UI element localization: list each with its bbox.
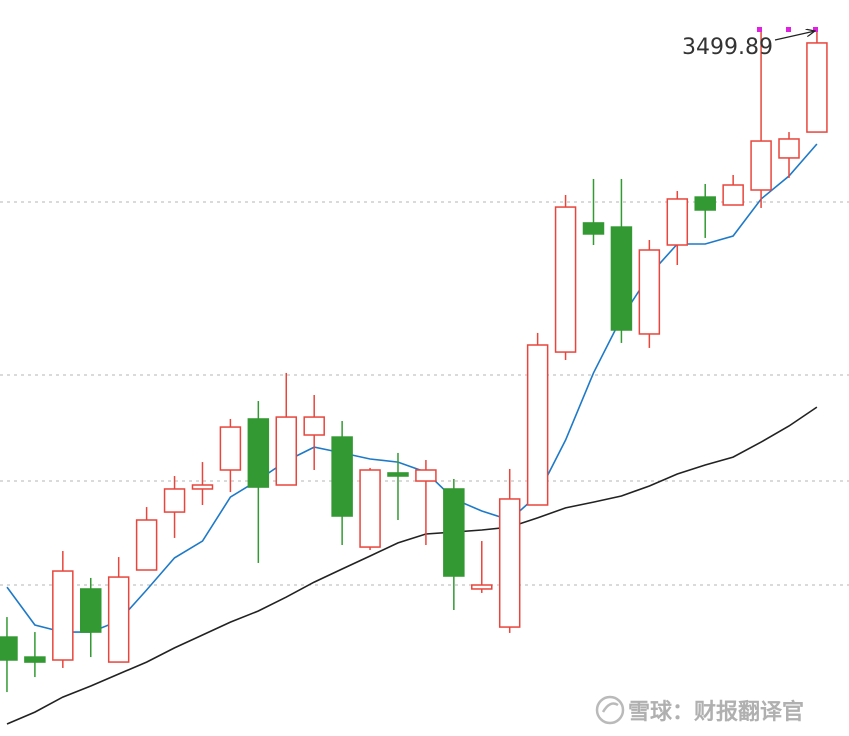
candle-body — [694, 196, 716, 211]
candle-body — [331, 436, 353, 517]
ma-line — [6, 406, 818, 725]
annotation-arrow — [774, 31, 815, 41]
candle-body — [443, 488, 465, 577]
candle-body — [498, 498, 521, 628]
candle-body — [0, 636, 18, 661]
candle-body — [303, 416, 325, 436]
candle-body — [722, 184, 744, 206]
candle-body — [359, 469, 381, 548]
ma-line — [6, 143, 818, 633]
candle-body — [247, 418, 270, 488]
grid — [0, 201, 849, 586]
candle-body — [24, 656, 46, 663]
candle-body — [778, 138, 800, 159]
watermark: 雪球：财报翻译官 — [628, 699, 804, 725]
candles — [0, 29, 828, 693]
candle-body — [135, 519, 158, 571]
marker-dot — [786, 27, 791, 32]
annotation: 3499.89 — [682, 35, 773, 60]
candle-body — [107, 576, 130, 663]
candle-body — [638, 249, 661, 335]
candle-body — [387, 472, 409, 477]
candle-body — [610, 226, 633, 331]
candle-body — [750, 140, 772, 191]
candle-body — [52, 570, 74, 661]
candle-body — [219, 426, 242, 471]
candle-body — [191, 484, 214, 490]
candle-body — [582, 222, 605, 235]
candle-body — [526, 344, 549, 506]
candle-body — [471, 584, 493, 590]
candle-body — [554, 206, 577, 353]
candle-body — [806, 42, 828, 133]
candle-body — [666, 198, 689, 246]
candle-body — [275, 416, 298, 486]
candle-body — [415, 469, 437, 482]
marker-dot — [757, 27, 762, 32]
candle-body — [163, 488, 186, 513]
watermark-logo — [595, 695, 625, 725]
candle-body — [80, 588, 102, 633]
